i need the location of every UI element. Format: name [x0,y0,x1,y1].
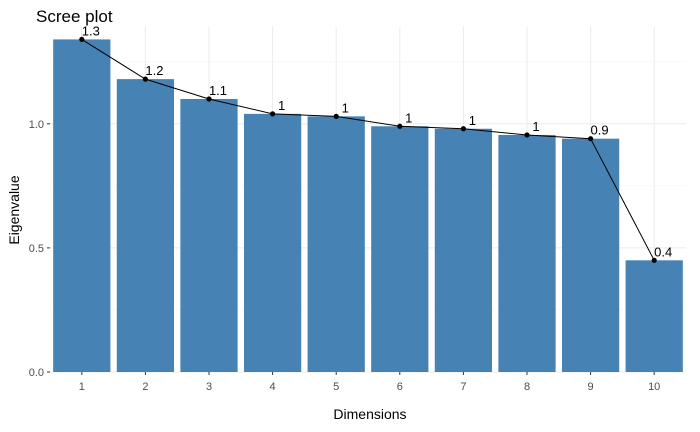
bar-layer [53,39,683,373]
eigenvalue-point [588,136,594,142]
bar-dim-2 [116,79,175,372]
data-label-dim-4: 1 [278,98,285,113]
x-tick-label: 9 [588,381,594,393]
eigenvalue-point [79,36,85,43]
bar-dim-3 [180,98,238,372]
data-label-layer: 1.3 1.2 1.1 1 1 1 1 1 0.9 0.4 [82,23,672,259]
axis-layer: 0.0 0.5 1.0 1 2 3 4 5 6 7 8 9 10 [29,119,661,393]
eigenvalue-point [651,257,657,263]
data-label-dim-7: 1 [469,113,476,128]
x-tick-label: 4 [270,381,276,393]
data-label-dim-8: 1 [532,119,539,134]
bar-dim-6 [371,126,429,372]
x-tick-label: 7 [460,381,466,393]
x-tick-label: 1 [79,381,85,393]
data-label-dim-6: 1 [405,110,412,125]
x-tick-label: 6 [397,381,403,393]
data-label-dim-2: 1.2 [145,63,163,78]
data-label-dim-1: 1.3 [82,23,100,38]
bar-dim-5 [307,116,365,373]
eigenvalue-point [270,111,276,117]
bar-dim-9 [561,138,620,372]
eigenvalue-point [460,126,466,132]
trend-line-layer [79,36,657,263]
data-label-dim-5: 1 [342,100,349,115]
data-label-dim-9: 0.9 [591,123,609,138]
eigenvalue-point [206,96,212,102]
x-tick-label: 2 [142,381,148,393]
eigenvalue-point [397,123,403,129]
bar-dim-10 [625,260,683,372]
x-tick-label: 5 [333,381,339,393]
x-tick-label: 8 [524,381,530,393]
bar-dim-4 [243,113,302,372]
x-tick-label: 3 [206,381,212,393]
eigenvalue-point [524,132,530,138]
y-tick-label: 1.0 [29,119,44,131]
eigenvalue-point [142,76,148,82]
x-tick-label: 10 [648,381,660,393]
bar-dim-7 [434,128,493,372]
data-label-dim-3: 1.1 [209,83,227,98]
bar-dim-1 [53,39,111,373]
y-tick-label: 0.0 [29,367,44,379]
data-label-dim-10: 0.4 [654,244,672,259]
chart-title: Scree plot [36,7,113,26]
y-tick-label: 0.5 [29,243,44,255]
x-axis-title: Dimensions [333,406,406,422]
eigenvalue-line [81,38,655,261]
eigenvalue-point [333,113,339,119]
y-axis-title: Eigenvalue [6,175,22,244]
bar-dim-8 [498,134,556,372]
